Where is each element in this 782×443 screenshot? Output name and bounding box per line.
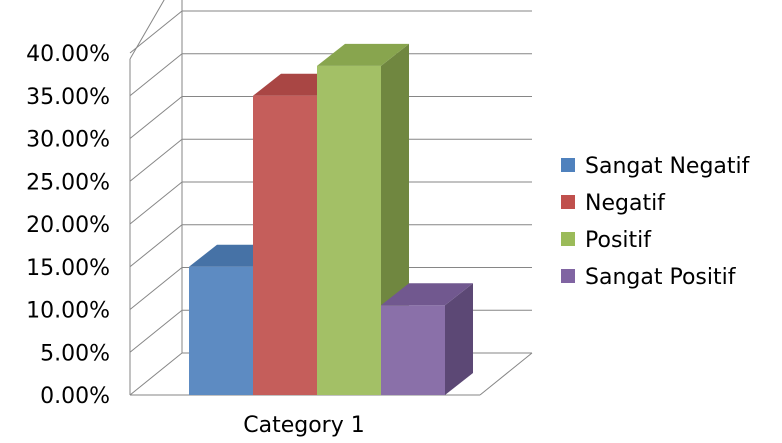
legend-label: Positif (585, 228, 652, 253)
legend-swatch (561, 195, 575, 209)
y-tick-label: 25.00% (26, 170, 110, 195)
floor-right-edge (479, 352, 533, 396)
legend: Sangat Negatif Negatif Positif Sangat Posit… (561, 154, 751, 290)
y-axis: 0.00% 5.00% 10.00% 15.00% 20.00% 25.00% 30.00%… (26, 42, 110, 409)
bar-top (381, 283, 473, 306)
gridline-diagonal (129, 138, 183, 182)
gridline-diagonal (129, 53, 183, 97)
y-tick-label: 35.00% (26, 85, 110, 110)
legend-label: Sangat Positif (585, 265, 737, 290)
y-tick-label: 5.00% (40, 341, 110, 366)
gridline-diagonal (129, 10, 183, 54)
bar-front (189, 266, 253, 395)
legend-swatch (561, 158, 575, 172)
gridline-diagonal (129, 267, 183, 310)
legend-swatch (561, 269, 575, 283)
y-tick-label: 10.00% (26, 299, 110, 324)
y-tick-label: 30.00% (26, 128, 110, 153)
legend-label: Sangat Negatif (585, 154, 751, 179)
x-axis: Category 1 (243, 413, 364, 438)
y-tick-label: 20.00% (26, 213, 110, 238)
legend-label: Negatif (585, 191, 666, 216)
gridline-diagonal (129, 96, 183, 139)
y-tick-label: 40.00% (26, 42, 110, 67)
bar-side (445, 283, 473, 395)
bar-front (381, 305, 445, 395)
bar-sangat-positif (381, 283, 473, 395)
y-tick-label: 0.00% (40, 384, 110, 409)
left-wall-top-edge (129, 0, 165, 60)
legend-swatch (561, 232, 575, 246)
x-tick-label: Category 1 (243, 413, 364, 438)
bar-front (317, 65, 381, 395)
bars (189, 43, 473, 395)
y-tick-label: 15.00% (26, 256, 110, 281)
bar-top (317, 43, 409, 66)
gridline-diagonal (129, 352, 183, 396)
gridline-diagonal (129, 181, 183, 225)
gridline-diagonal (129, 224, 183, 268)
gridline-diagonal (129, 309, 183, 353)
bar-front (253, 95, 317, 395)
